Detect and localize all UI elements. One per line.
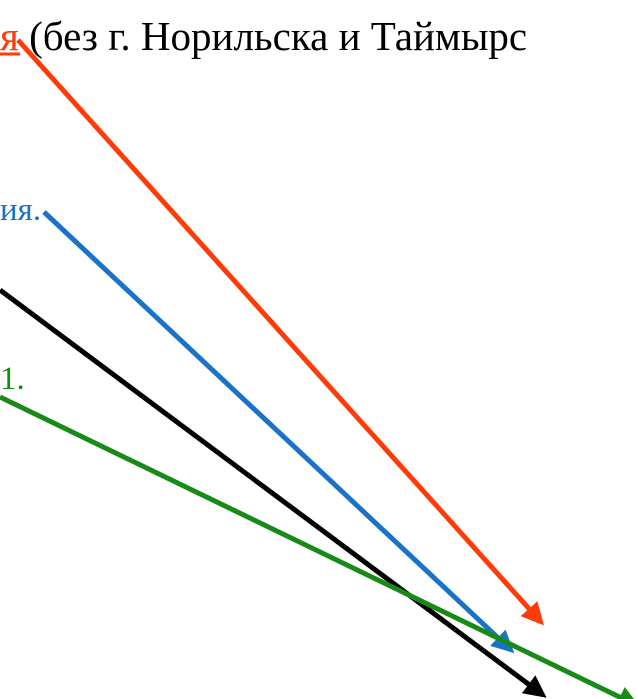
red-arrow — [16, 38, 545, 626]
top-label: я (без г. Норильска и Таймырс — [0, 13, 527, 59]
blue-label-fragment: ия. — [0, 192, 41, 228]
black-arrow — [0, 287, 547, 698]
green-arrow — [0, 394, 638, 699]
top-label-text: (без г. Норильска и Таймырс — [19, 13, 527, 59]
green-label-fragment: 1. — [0, 361, 25, 397]
blue-arrow — [42, 210, 515, 654]
top-label-red-fragment: я — [0, 13, 19, 59]
